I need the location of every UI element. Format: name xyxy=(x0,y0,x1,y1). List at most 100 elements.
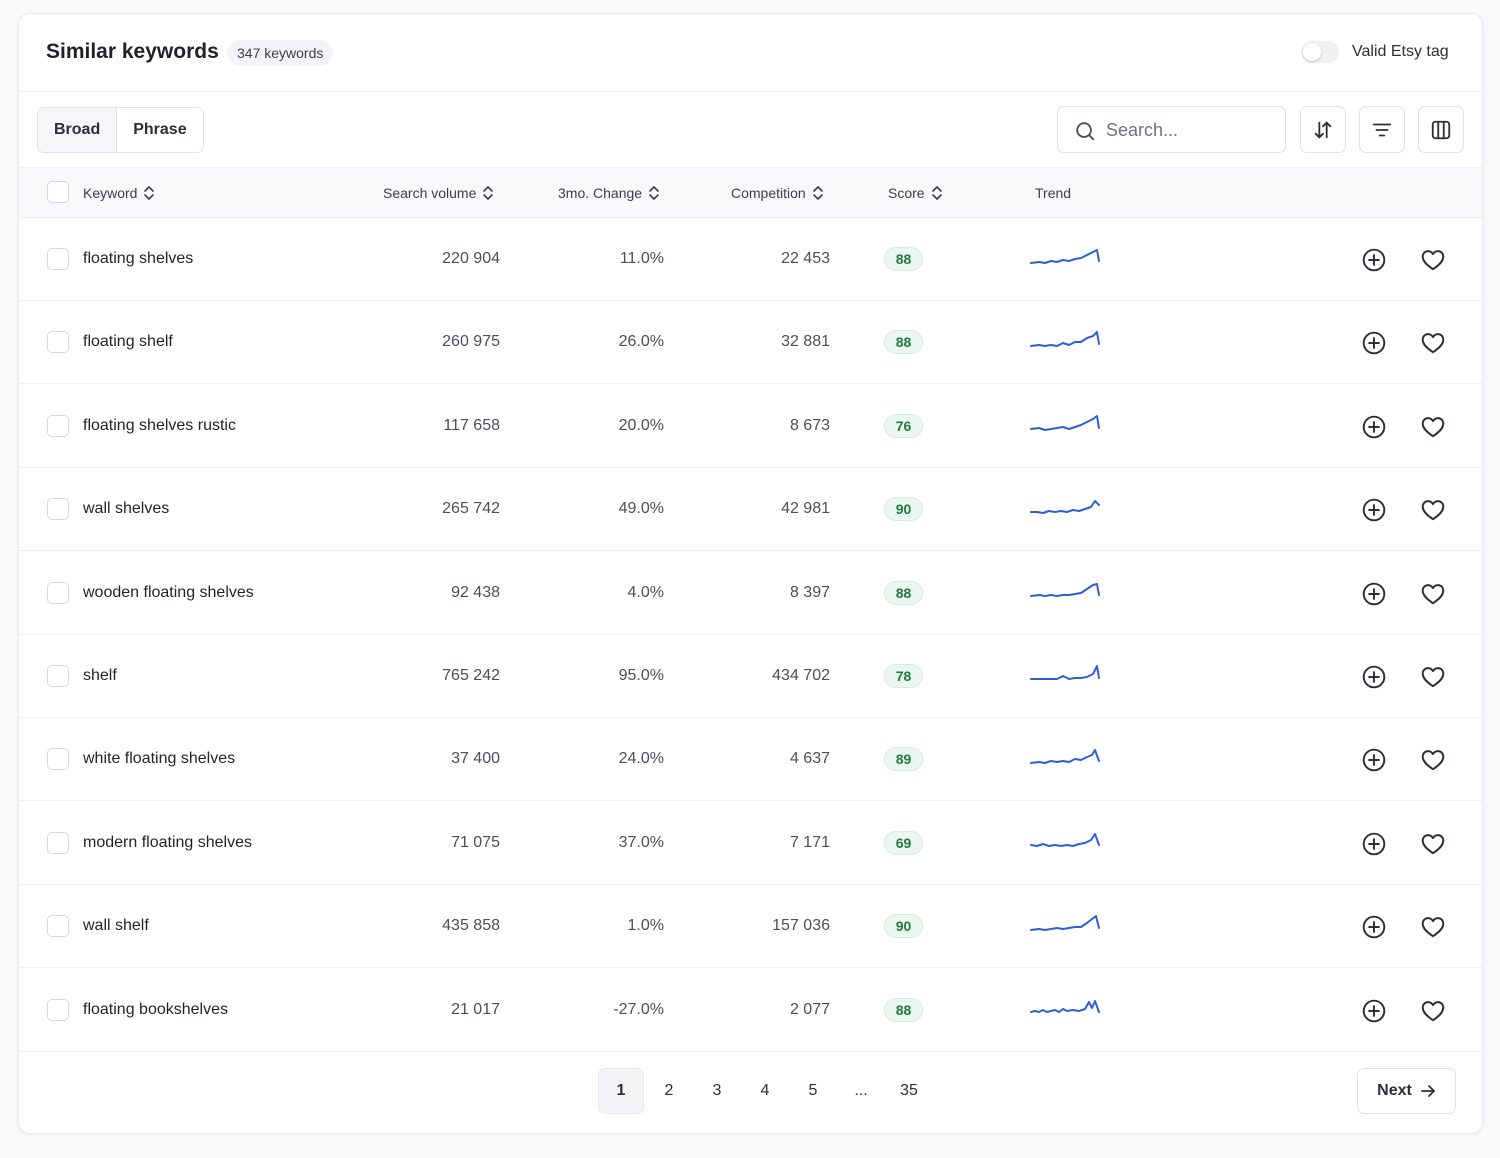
table-row[interactable]: white floating shelves 37 400 24.0% 4 63… xyxy=(19,718,1482,802)
card-header: Similar keywords 347 keywords Valid Etsy… xyxy=(19,14,1482,92)
row-checkbox[interactable] xyxy=(47,331,69,354)
heart-icon[interactable] xyxy=(1420,330,1446,356)
heart-icon[interactable] xyxy=(1420,664,1446,690)
keyword-cell[interactable]: floating bookshelves xyxy=(83,1000,228,1018)
table-row[interactable]: wooden floating shelves 92 438 4.0% 8 39… xyxy=(19,552,1482,635)
score-badge: 88 xyxy=(884,330,923,355)
keyword-cell[interactable]: wooden floating shelves xyxy=(83,583,254,601)
add-circle-icon[interactable] xyxy=(1361,914,1387,940)
table-row[interactable]: floating shelf 260 975 26.0% 32 881 88 xyxy=(19,301,1482,385)
heart-icon[interactable] xyxy=(1420,998,1446,1024)
add-circle-icon[interactable] xyxy=(1361,247,1387,273)
table-row[interactable]: floating bookshelves 21 017 -27.0% 2 077… xyxy=(19,969,1482,1052)
row-checkbox[interactable] xyxy=(47,581,69,604)
row-checkbox[interactable] xyxy=(47,665,69,687)
row-checkbox[interactable] xyxy=(47,414,69,437)
search-volume-cell: 37 400 xyxy=(451,750,500,768)
column-header-keyword[interactable]: Keyword xyxy=(83,185,156,201)
page-35-button[interactable]: 35 xyxy=(900,1082,918,1099)
row-checkbox[interactable] xyxy=(47,748,69,771)
toolbar: Broad Phrase xyxy=(19,92,1482,168)
columns-button[interactable] xyxy=(1418,106,1464,153)
keyword-cell[interactable]: floating shelves rustic xyxy=(83,416,236,434)
heart-icon[interactable] xyxy=(1420,247,1446,273)
search-icon xyxy=(1076,122,1095,141)
add-circle-icon[interactable] xyxy=(1361,998,1387,1024)
competition-cell: 8 397 xyxy=(789,583,830,601)
table-row[interactable]: wall shelves 265 742 49.0% 42 981 90 xyxy=(19,468,1482,552)
keyword-count-badge: 347 keywords xyxy=(227,40,334,66)
column-header-3mo-change[interactable]: 3mo. Change xyxy=(558,185,661,201)
page-1-button[interactable]: 1 xyxy=(598,1068,644,1114)
table-row[interactable]: floating shelves 220 904 11.0% 22 453 88 xyxy=(19,218,1482,301)
row-checkbox[interactable] xyxy=(47,915,69,938)
heart-icon[interactable] xyxy=(1420,414,1446,440)
page-5-button[interactable]: 5 xyxy=(808,1082,818,1099)
trend-line xyxy=(1030,665,1100,680)
table-row[interactable]: wall shelf 435 858 1.0% 157 036 90 xyxy=(19,885,1482,969)
row-checkbox[interactable] xyxy=(47,831,69,854)
keyword-cell[interactable]: floating shelf xyxy=(83,333,173,351)
page-4-button[interactable]: 4 xyxy=(760,1082,770,1099)
heart-icon[interactable] xyxy=(1420,914,1446,940)
heart-icon[interactable] xyxy=(1420,497,1446,523)
row-checkbox[interactable] xyxy=(47,248,69,270)
trend-line xyxy=(1030,582,1100,597)
add-circle-icon[interactable] xyxy=(1361,747,1387,773)
next-page-button[interactable]: Next xyxy=(1357,1068,1456,1114)
change-cell: 11.0% xyxy=(619,250,664,267)
keyword-cell[interactable]: wall shelves xyxy=(83,500,170,518)
trend-line xyxy=(1030,999,1100,1013)
row-checkbox[interactable] xyxy=(47,998,69,1021)
trend-line xyxy=(1030,832,1100,847)
add-circle-icon[interactable] xyxy=(1361,831,1387,857)
column-label: Competition xyxy=(731,185,806,201)
column-label: Search volume xyxy=(383,185,477,201)
page-3-button[interactable]: 3 xyxy=(712,1082,722,1099)
keyword-cell[interactable]: floating shelves xyxy=(83,250,194,267)
add-circle-icon[interactable] xyxy=(1361,581,1387,607)
add-circle-icon[interactable] xyxy=(1361,497,1387,523)
competition-cell: 42 981 xyxy=(781,500,830,518)
select-all-checkbox[interactable] xyxy=(47,181,69,203)
keyword-cell[interactable]: wall shelf xyxy=(83,917,149,935)
table-row[interactable]: floating shelves rustic 117 658 20.0% 8 … xyxy=(19,385,1482,468)
search-volume-cell: 265 742 xyxy=(442,500,500,518)
trend-sparkline xyxy=(1030,582,1100,597)
sort-button[interactable] xyxy=(1300,106,1346,153)
trend-sparkline xyxy=(1030,749,1100,765)
row-checkbox[interactable] xyxy=(47,498,69,521)
score-badge: 90 xyxy=(884,497,923,522)
heart-icon[interactable] xyxy=(1420,831,1446,857)
trend-line xyxy=(1030,749,1100,765)
competition-cell: 2 077 xyxy=(789,1000,830,1018)
add-circle-icon[interactable] xyxy=(1361,414,1387,440)
column-header-search-volume[interactable]: Search volume xyxy=(383,185,495,201)
score-badge: 88 xyxy=(884,997,923,1022)
tab-phrase[interactable]: Phrase xyxy=(116,108,203,152)
keyword-cell[interactable]: white floating shelves xyxy=(83,750,236,768)
keyword-cell[interactable]: modern floating shelves xyxy=(83,833,252,851)
toggle-knob xyxy=(1303,43,1321,61)
add-circle-icon[interactable] xyxy=(1361,664,1387,690)
change-cell: 1.0% xyxy=(627,917,664,935)
search-input[interactable] xyxy=(1106,117,1276,143)
competition-cell: 4 637 xyxy=(789,750,830,768)
change-cell: 37.0% xyxy=(618,833,664,851)
filter-button[interactable] xyxy=(1359,106,1405,153)
heart-icon[interactable] xyxy=(1420,581,1446,607)
heart-icon[interactable] xyxy=(1420,747,1446,773)
sort-icon xyxy=(1314,121,1332,138)
sort-toggle-icon xyxy=(931,186,942,200)
tab-broad[interactable]: Broad xyxy=(38,108,117,152)
table-row[interactable]: shelf 765 242 95.0% 434 702 78 xyxy=(19,635,1482,718)
valid-etsy-tag-toggle[interactable] xyxy=(1301,41,1339,63)
search-volume-cell: 220 904 xyxy=(442,250,500,267)
column-header-competition[interactable]: Competition xyxy=(731,185,825,201)
column-header-score[interactable]: Score xyxy=(888,185,944,201)
add-circle-icon[interactable] xyxy=(1361,330,1387,356)
keyword-cell[interactable]: shelf xyxy=(83,667,117,684)
page-2-button[interactable]: 2 xyxy=(664,1082,674,1099)
search-volume-cell: 435 858 xyxy=(442,917,500,935)
table-row[interactable]: modern floating shelves 71 075 37.0% 7 1… xyxy=(19,802,1482,885)
